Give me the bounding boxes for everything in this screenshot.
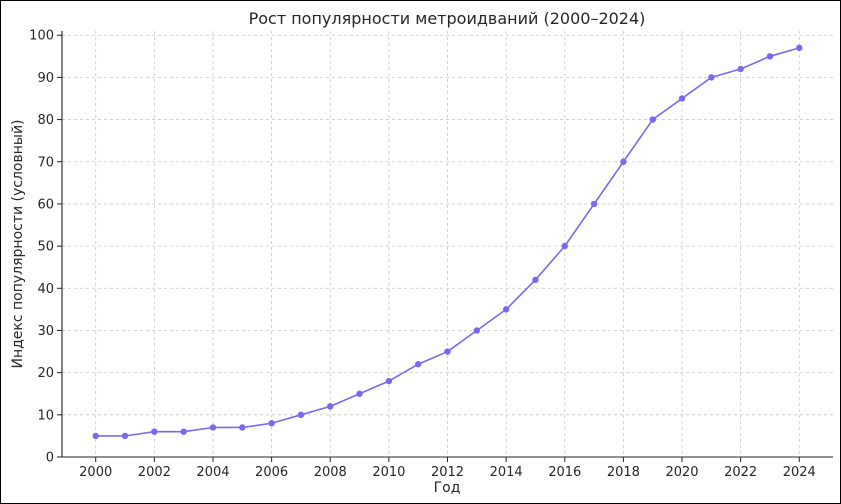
y-tick-label: 0 xyxy=(46,451,54,466)
data-point xyxy=(590,200,598,208)
y-tick-label: 30 xyxy=(37,324,54,339)
ticks: 2000 2002 2004 2006 2008 2010 2012 2014 2016 2018… xyxy=(29,29,816,480)
x-tick-label: 2012 xyxy=(431,465,464,480)
data-point xyxy=(649,116,656,123)
x-tick-label: 2010 xyxy=(372,465,405,480)
x-tick-label: 2002 xyxy=(138,465,171,480)
data-point xyxy=(678,95,686,102)
data-point xyxy=(356,390,363,397)
data-point xyxy=(180,428,187,435)
x-tick-label: 2014 xyxy=(490,465,523,480)
x-tick-label: 2008 xyxy=(314,465,347,480)
y-tick-label: 100 xyxy=(29,29,54,44)
y-tick-label: 60 xyxy=(37,197,54,212)
x-tick-label: 2016 xyxy=(548,465,581,480)
y-tick-label: 90 xyxy=(37,71,54,86)
data-point xyxy=(532,276,539,284)
x-tick-label: 2000 xyxy=(79,465,112,480)
data-point xyxy=(473,327,481,334)
data-point xyxy=(414,361,422,368)
y-tick-label: 10 xyxy=(37,408,54,423)
x-axis-label: Год xyxy=(434,480,461,496)
data-point xyxy=(796,44,803,52)
data-point xyxy=(151,428,158,435)
data-point xyxy=(502,306,510,313)
y-axis-label: Индекс популярности (условный) xyxy=(10,119,26,368)
grid xyxy=(62,31,833,458)
x-tick-label: 2020 xyxy=(665,465,698,480)
data-point xyxy=(444,348,451,355)
data-point xyxy=(561,242,568,250)
data-point xyxy=(209,424,217,431)
data-point xyxy=(737,65,744,73)
data-point xyxy=(268,420,275,427)
data-point xyxy=(121,432,129,440)
data-point xyxy=(239,424,246,431)
y-tick-label: 70 xyxy=(37,155,54,170)
data-point xyxy=(385,377,393,385)
data-point xyxy=(297,411,305,419)
y-tick-label: 80 xyxy=(37,113,54,128)
x-tick-label: 2006 xyxy=(255,465,288,480)
x-tick-label: 2024 xyxy=(783,465,816,480)
x-tick-label: 2018 xyxy=(607,465,640,480)
x-tick-label: 2022 xyxy=(724,465,757,480)
data-point xyxy=(327,403,334,410)
data-point xyxy=(620,158,627,165)
data-point xyxy=(766,53,774,60)
y-tick-label: 40 xyxy=(37,282,54,297)
y-tick-label: 50 xyxy=(37,240,54,255)
chart-title: Рост популярности метроидваний (2000–202… xyxy=(249,9,646,28)
data-point xyxy=(92,432,99,440)
data-point xyxy=(708,74,715,81)
x-tick-label: 2004 xyxy=(196,465,229,480)
series xyxy=(92,44,803,440)
y-tick-label: 20 xyxy=(37,366,54,381)
